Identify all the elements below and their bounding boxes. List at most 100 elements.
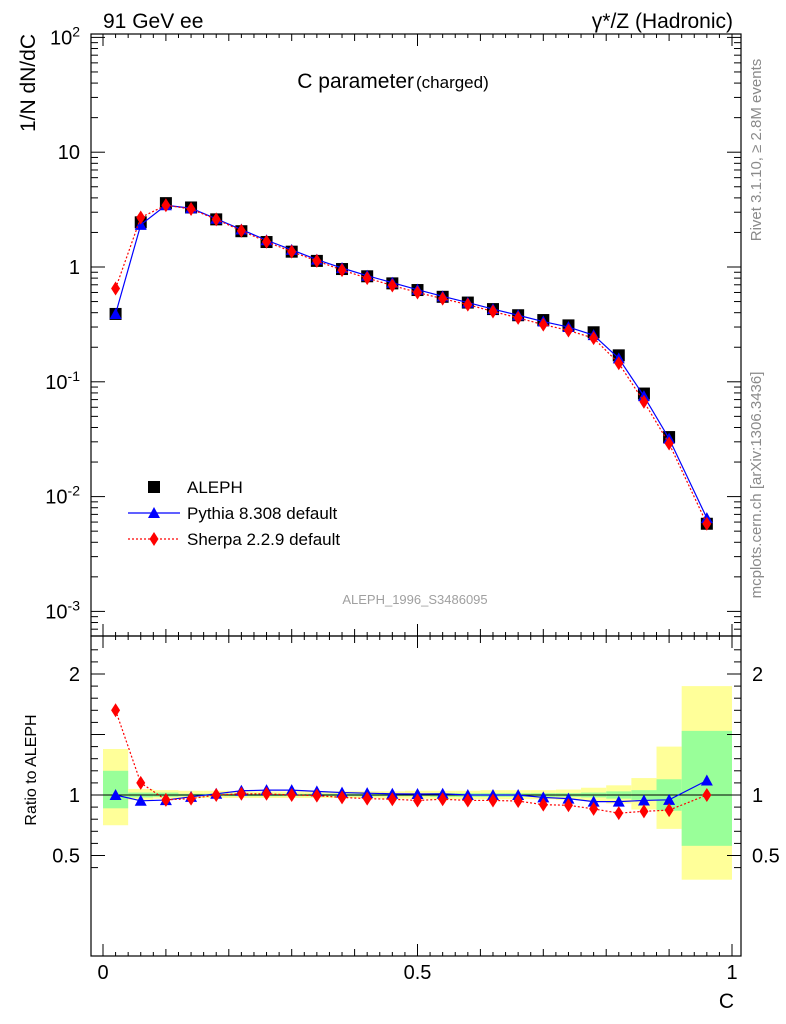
x-tick-label: 0	[97, 962, 108, 984]
ratio-point	[664, 803, 674, 818]
data-point	[387, 278, 397, 293]
y-tick-label-ratio-right: 1	[752, 785, 763, 807]
legend-marker	[148, 507, 160, 518]
y-axis-title-main: 1/N dN/dC	[17, 34, 40, 132]
plot-frames: 0 0.5 1 10-3 10-2 10-1 1 10 102 0.5 0.5 1 1 2 2	[45, 23, 780, 984]
legend-label: Pythia 8.308 default	[187, 504, 338, 523]
ratio-point	[537, 791, 550, 803]
data-point	[236, 223, 246, 238]
rivet-version-label: Rivet 3.1.10, ≥ 2.8M events	[748, 59, 765, 242]
ratio-point	[236, 786, 246, 801]
ratio-point	[663, 793, 676, 805]
ratio-point	[639, 804, 649, 819]
data-point	[614, 356, 624, 371]
data-point	[702, 516, 712, 531]
y-tick-label-main: 10-1	[45, 368, 80, 394]
data-point	[161, 198, 171, 213]
series-layer	[109, 197, 713, 821]
data-point	[186, 202, 196, 217]
data-point	[639, 394, 649, 409]
y-tick-label-ratio-right: 0.5	[752, 846, 780, 868]
y-tick-label-main: 10-2	[45, 483, 80, 509]
y-tick-label-main: 1	[69, 257, 80, 279]
mcplots-reference-label: mcplots.cern.ch [arXiv:1306.3436]	[748, 372, 765, 599]
ratio-point	[186, 791, 196, 806]
legend-label: Sherpa 2.2.9 default	[187, 530, 340, 549]
data-point	[312, 253, 322, 268]
final-state-label: γ*/Z (Hadronic)	[592, 10, 733, 33]
ratio-point	[136, 775, 146, 790]
ratio-point	[111, 703, 121, 718]
data-point	[438, 291, 448, 306]
ratio-uncertainty-bands	[103, 686, 732, 880]
data-point	[413, 285, 422, 300]
ratio-point	[488, 793, 498, 808]
y-tick-label-main: 10	[58, 142, 80, 164]
data-point	[136, 210, 146, 225]
data-point	[563, 323, 573, 338]
ratio-line	[115, 710, 708, 814]
ratio-panel-frame	[90, 635, 742, 957]
ratio-point	[587, 795, 600, 807]
y-tick-label-ratio-right: 2	[752, 664, 763, 686]
data-point	[262, 234, 272, 249]
data-point	[337, 263, 347, 278]
ratio-point	[362, 791, 372, 806]
ratio-point	[109, 789, 122, 800]
legend-label: ALEPH	[187, 478, 243, 497]
legend: ALEPH Pythia 8.308 default Sherpa 2.2.9 de…	[128, 478, 340, 549]
data-point	[488, 304, 498, 319]
series-diamond	[111, 198, 712, 531]
ratio-point	[413, 793, 422, 808]
plot-title-suffix: (charged)	[416, 73, 489, 92]
x-tick-label: 1	[726, 962, 737, 984]
ratio-point	[614, 806, 624, 821]
x-axis-title: C	[719, 990, 734, 1013]
ratio-point	[211, 788, 221, 802]
ratio-point	[262, 786, 272, 801]
legend-marker	[149, 532, 159, 546]
ratio-point	[589, 801, 599, 816]
ratio-point	[563, 798, 573, 813]
data-point	[211, 212, 221, 227]
ratio-point	[700, 774, 713, 786]
legend-marker	[148, 481, 160, 493]
data-point	[111, 281, 121, 296]
ratio-point	[513, 794, 523, 809]
y-tick-label-main: 102	[50, 23, 80, 49]
ratio-point	[161, 792, 171, 807]
y-tick-label-main: 10-3	[45, 597, 80, 623]
data-point	[362, 271, 372, 286]
ratio-point	[463, 793, 473, 808]
process-label: 91 GeV ee	[103, 10, 203, 33]
ratio-line	[115, 779, 708, 803]
ratio-point	[612, 795, 625, 807]
data-point	[664, 436, 674, 451]
data-point	[287, 244, 297, 259]
y-tick-label-ratio: 0.5	[52, 846, 80, 868]
ratio-point	[337, 790, 347, 805]
y-tick-label-ratio: 1	[69, 785, 80, 807]
ratio-point	[387, 792, 397, 807]
x-tick-label: 0.5	[404, 962, 432, 984]
ratio-point	[287, 788, 297, 802]
data-point	[463, 297, 473, 312]
data-point	[538, 317, 548, 332]
ratio-point	[702, 788, 712, 802]
ratio-series-diamond	[111, 703, 712, 821]
plot-title: C parameter	[297, 70, 414, 93]
plot-title-main: C parameter	[297, 70, 414, 93]
ratio-point	[438, 792, 448, 807]
data-point	[109, 307, 122, 319]
ratio-point	[637, 794, 650, 806]
y-axis-title-ratio: Ratio to ALEPH	[23, 714, 40, 825]
ratio-point	[538, 797, 548, 812]
analysis-id-label: ALEPH_1996_S3486095	[342, 592, 487, 607]
ratio-point	[312, 788, 322, 803]
ratio-point	[562, 792, 575, 804]
y-tick-label-ratio: 2	[69, 664, 80, 686]
ratio-point	[134, 794, 147, 806]
data-point	[589, 331, 599, 346]
series-line	[115, 204, 708, 525]
